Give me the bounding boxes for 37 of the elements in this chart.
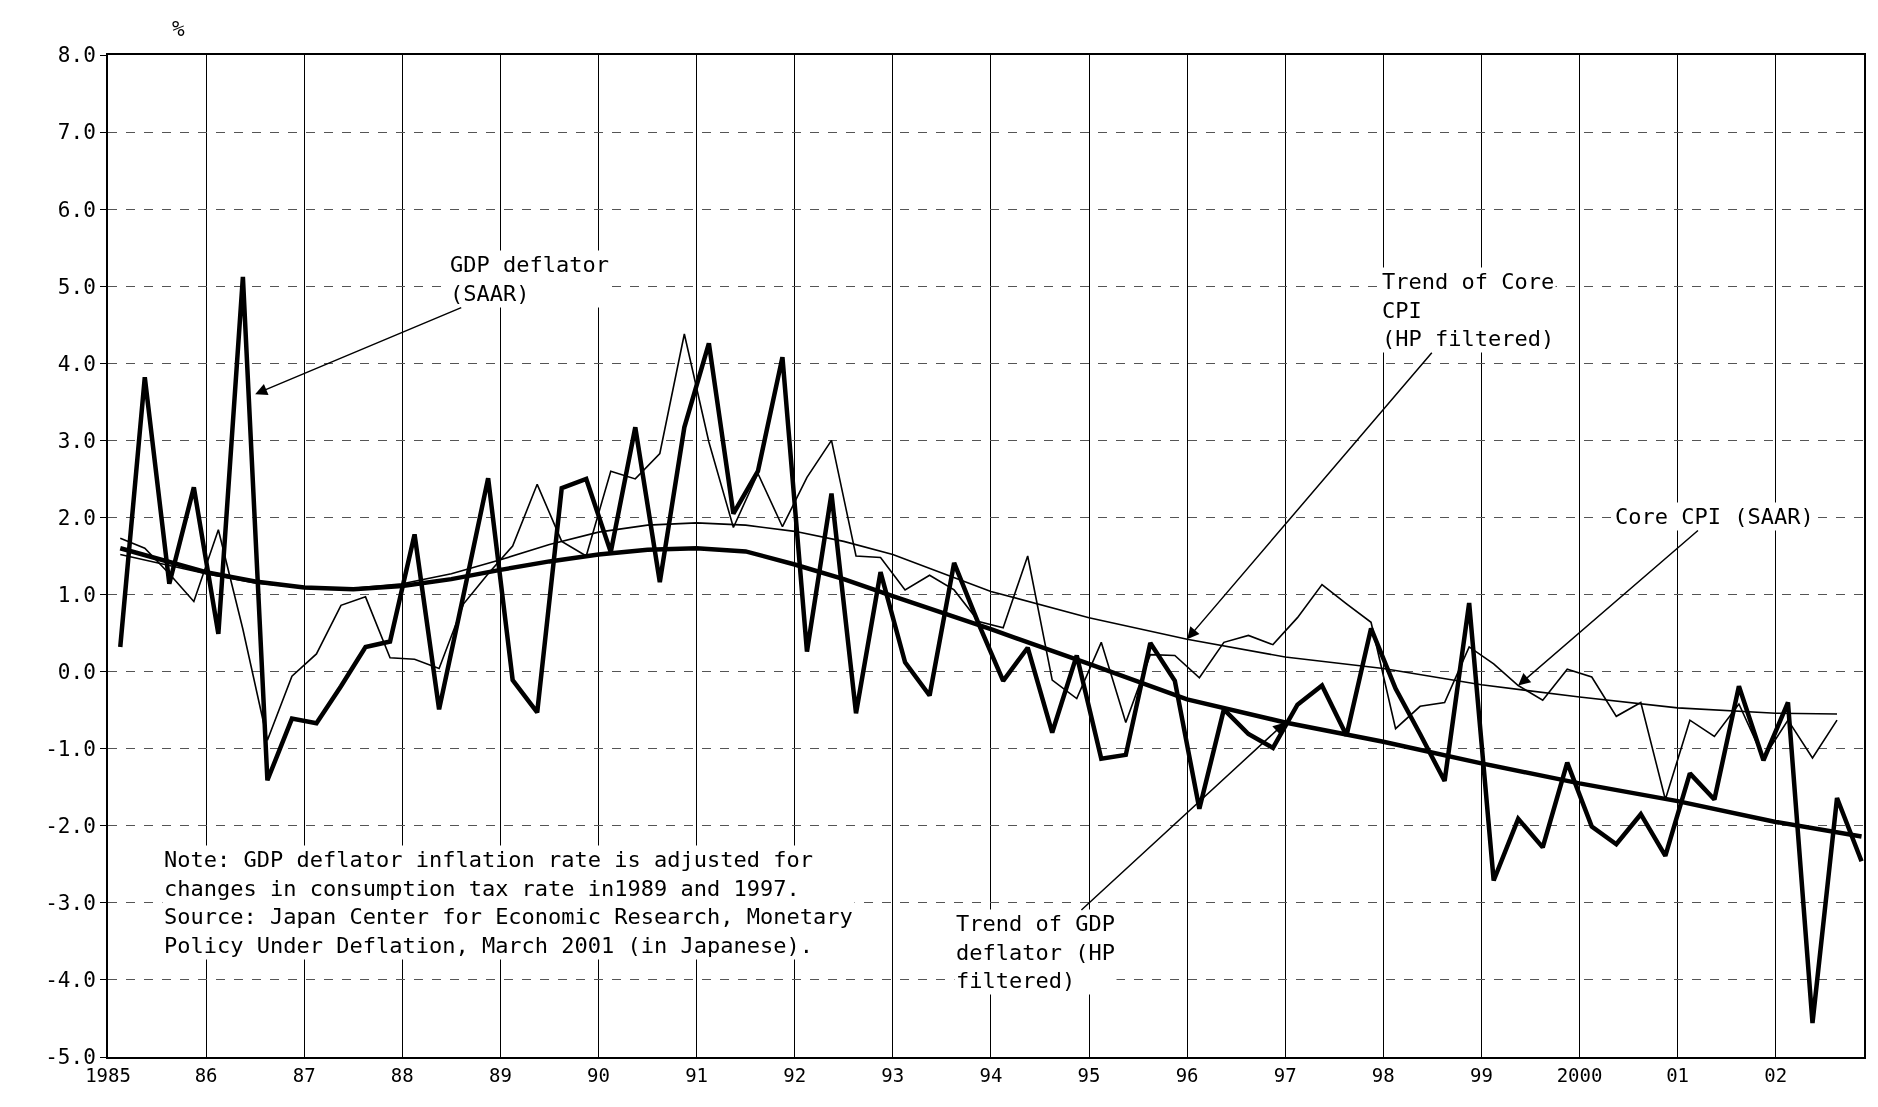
y-tick-label: 6.0 <box>57 197 96 222</box>
x-tick-label: 94 <box>979 1063 1003 1086</box>
x-tick-label: 02 <box>1764 1063 1788 1086</box>
y-axis-title: % <box>172 17 185 41</box>
x-tick-label: 87 <box>292 1063 316 1086</box>
y-tick-label: -3.0 <box>45 891 96 916</box>
x-tick-label: 1985 <box>85 1063 131 1086</box>
y-tick-label: 1.0 <box>57 582 96 607</box>
y-tick-label: -4.0 <box>45 968 96 993</box>
x-tick-label: 96 <box>1175 1063 1199 1086</box>
x-tick-label: 86 <box>194 1063 218 1086</box>
annotation: GDP deflator (SAAR) <box>450 252 609 306</box>
x-tick-label: 90 <box>587 1063 610 1086</box>
x-tick-label: 89 <box>488 1063 512 1086</box>
x-tick-label: 2000 <box>1556 1063 1603 1086</box>
x-tick-label: 88 <box>390 1063 414 1086</box>
annotation: Trend of GDP deflator (HP filtered) <box>956 911 1115 994</box>
y-tick-label: 8.0 <box>57 43 96 68</box>
y-tick-label: -1.0 <box>45 737 96 762</box>
annotation: Core CPI (SAAR) <box>1615 504 1814 529</box>
y-tick-label: 4.0 <box>57 351 96 376</box>
y-tick-label: -2.0 <box>45 814 96 839</box>
x-tick-label: 95 <box>1077 1063 1101 1086</box>
y-tick-label: 2.0 <box>57 505 96 530</box>
y-tick-label: 0.0 <box>57 659 96 684</box>
x-tick-label: 92 <box>783 1063 807 1086</box>
x-tick-label: 99 <box>1469 1063 1493 1086</box>
x-tick-label: 93 <box>881 1063 905 1086</box>
y-tick-label: 3.0 <box>57 428 96 453</box>
x-tick-label: 98 <box>1371 1063 1395 1086</box>
annotation: Note: GDP deflator inflation rate is adjusted for changes in consumption tax rate in1989 and 1997. Source: Japan Center for Economic Research, Monetary Policy Under Deflation, March 2001 (in Japanese). <box>164 847 853 958</box>
x-tick-label: 91 <box>685 1063 709 1086</box>
annotation: Trend of Core CPI (HP filtered) <box>1382 269 1555 352</box>
x-tick-label: 97 <box>1273 1063 1297 1086</box>
x-tick-label: 01 <box>1666 1063 1690 1086</box>
y-tick-label: 5.0 <box>57 274 96 299</box>
y-tick-label: 7.0 <box>57 120 96 145</box>
